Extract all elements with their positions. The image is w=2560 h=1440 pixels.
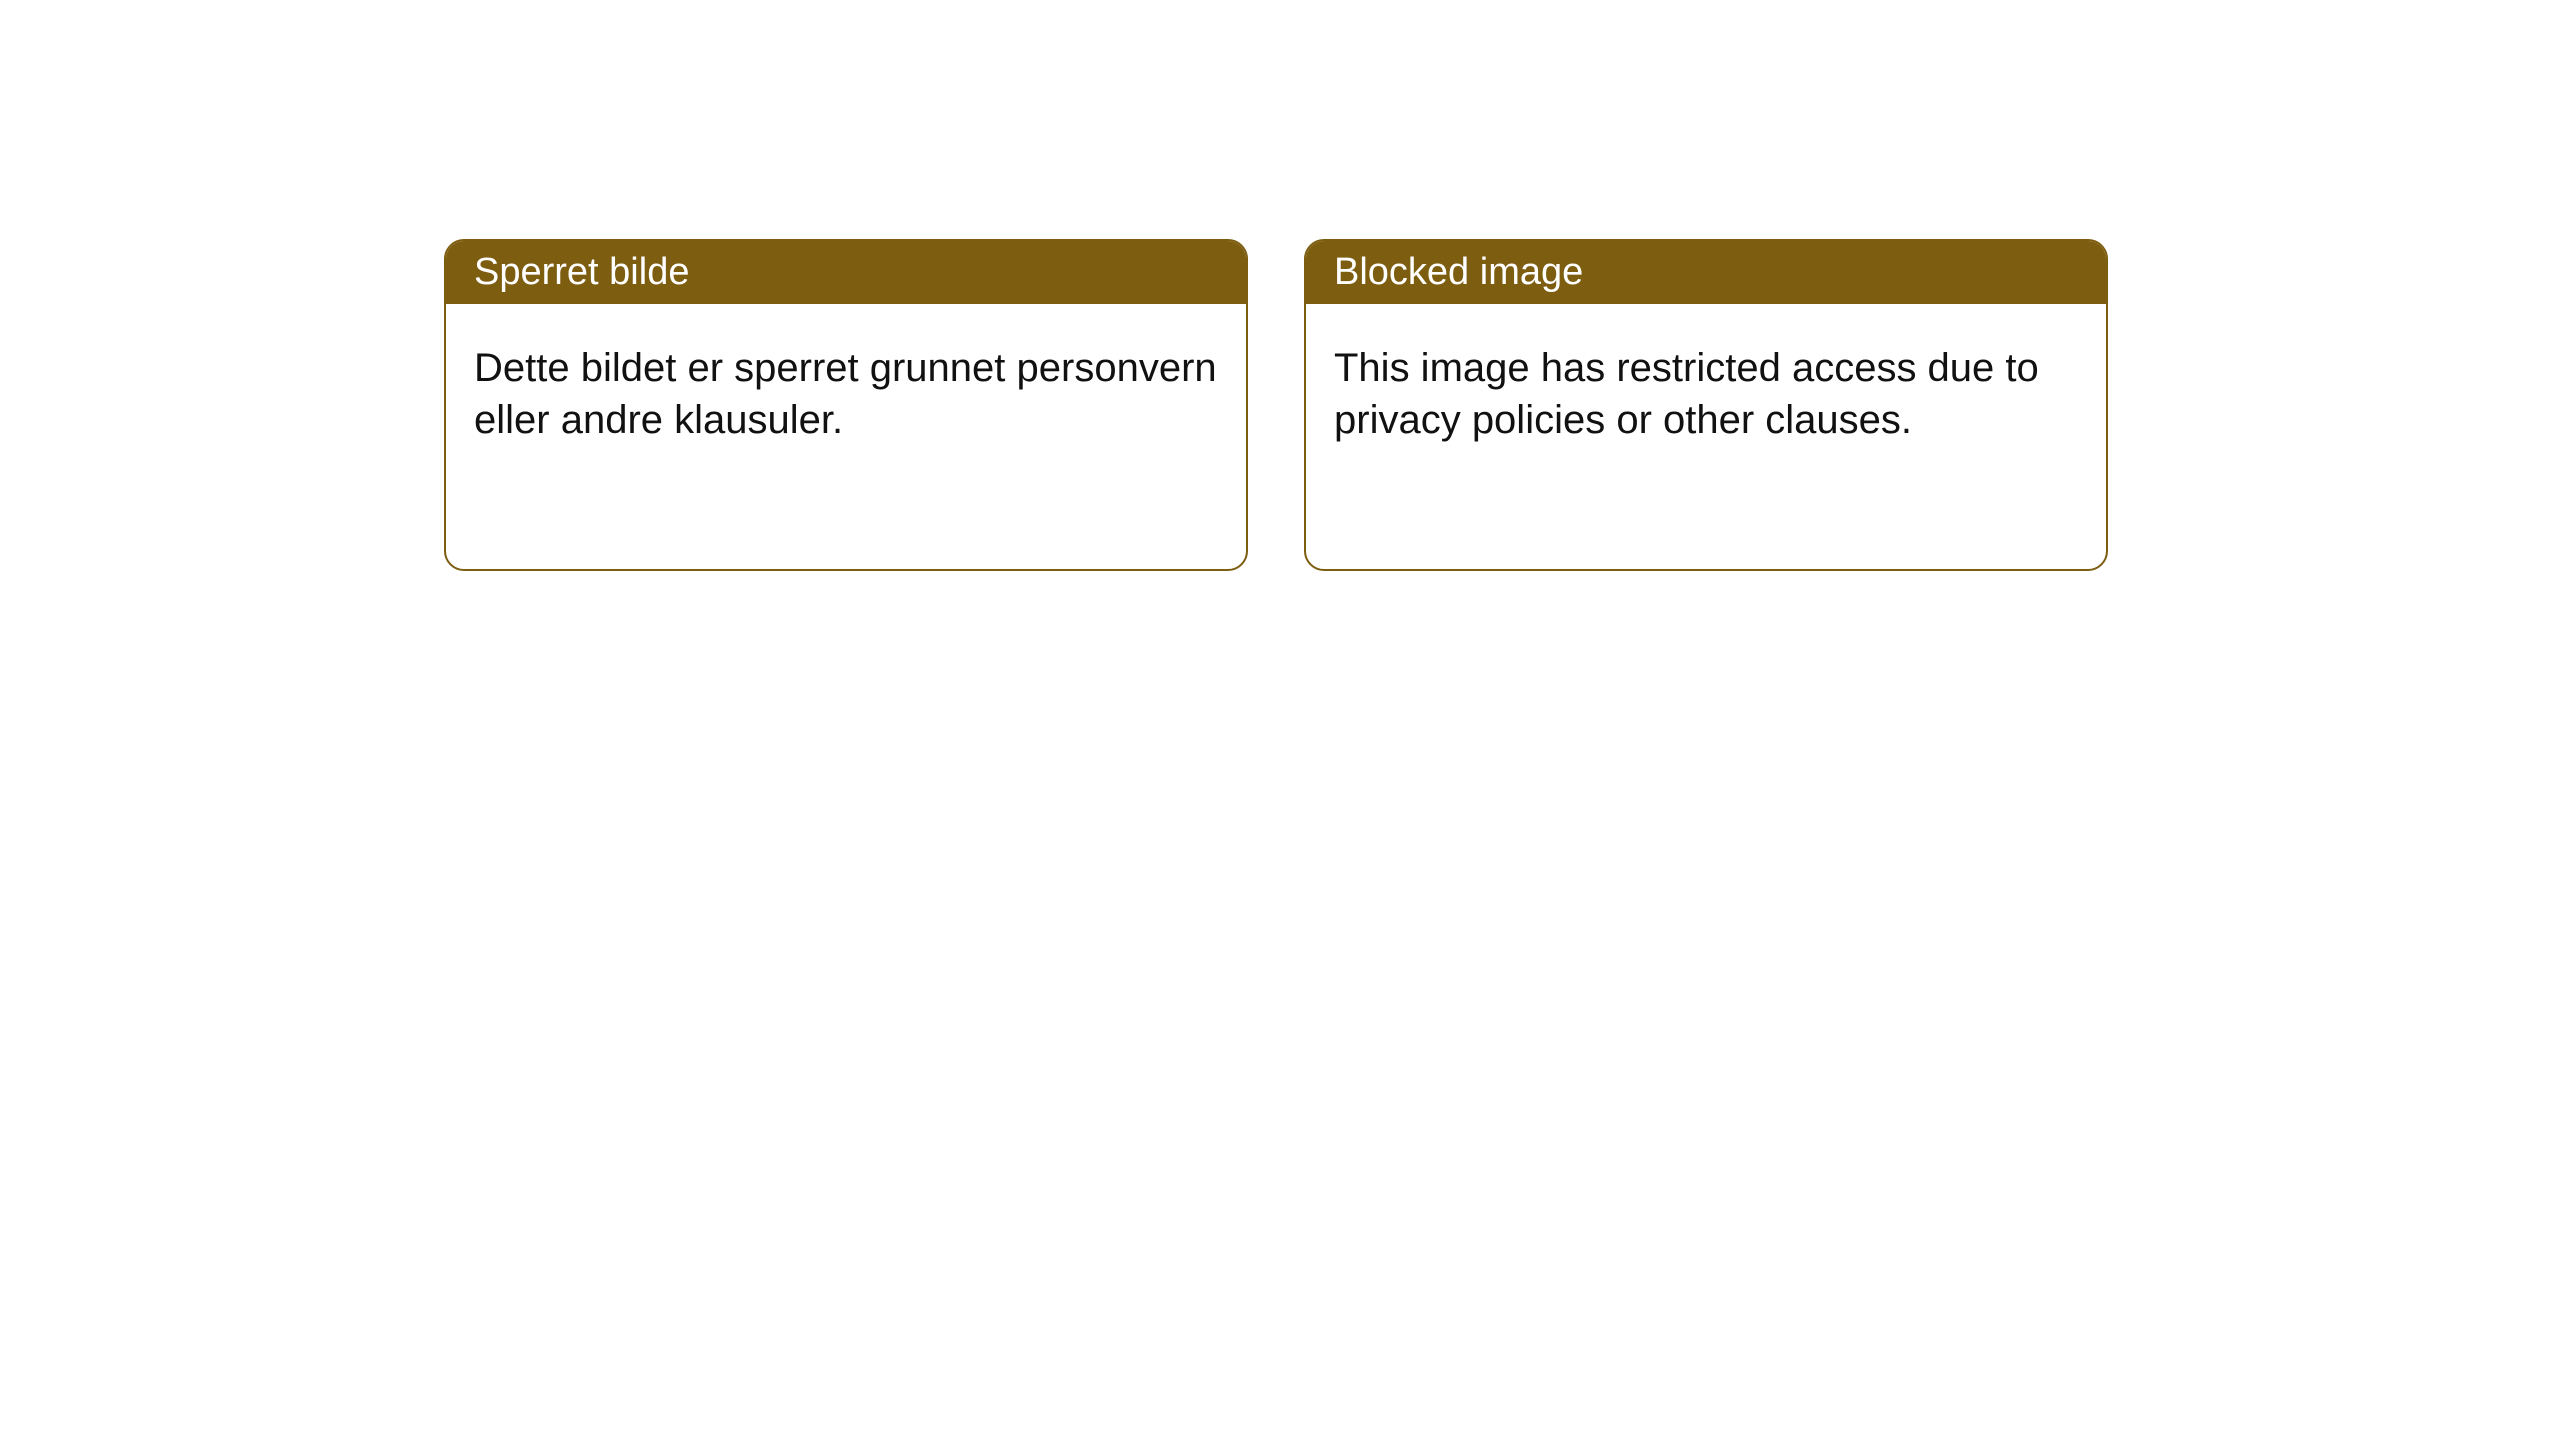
notice-card-text: This image has restricted access due to … [1334, 346, 2039, 442]
notice-card-body: Dette bildet er sperret grunnet personve… [446, 304, 1246, 484]
notice-card-header: Blocked image [1306, 241, 2106, 304]
notice-card-header: Sperret bilde [446, 241, 1246, 304]
notice-card-title: Sperret bilde [474, 251, 689, 293]
notice-card-norwegian: Sperret bilde Dette bildet er sperret gr… [444, 239, 1248, 571]
notice-card-text: Dette bildet er sperret grunnet personve… [474, 346, 1217, 442]
notice-card-body: This image has restricted access due to … [1306, 304, 2106, 484]
notice-card-english: Blocked image This image has restricted … [1304, 239, 2108, 571]
notice-container: Sperret bilde Dette bildet er sperret gr… [444, 239, 2108, 571]
notice-card-title: Blocked image [1334, 251, 1583, 293]
